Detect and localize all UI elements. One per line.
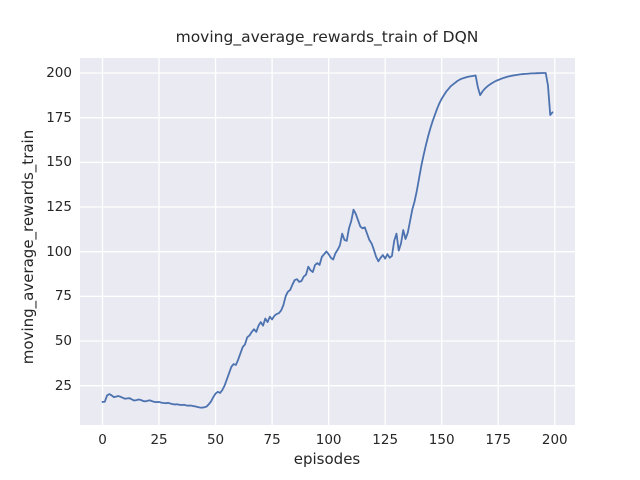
gridlines <box>80 58 575 425</box>
x-tick-label: 150 <box>428 432 455 448</box>
x-tick-label: 25 <box>150 432 168 448</box>
y-tick-label: 100 <box>46 243 72 260</box>
x-tick-label: 175 <box>485 432 512 448</box>
y-tick-label: 175 <box>46 109 72 126</box>
y-tick-label: 150 <box>46 154 72 171</box>
x-tick-label: 200 <box>541 432 568 448</box>
y-tick-label: 200 <box>46 65 72 81</box>
reward-line <box>101 72 554 409</box>
x-tick-label: 50 <box>206 432 225 448</box>
y-tick-label: 50 <box>54 333 72 350</box>
x-tick-label: 100 <box>315 432 342 448</box>
plot-area <box>80 58 575 425</box>
x-tick-label: 75 <box>263 432 281 448</box>
x-tick-label: 125 <box>372 432 399 448</box>
line-plot-svg <box>80 58 575 425</box>
y-tick-label: 25 <box>54 377 72 394</box>
chart-title: moving_average_rewards_train of DQN <box>175 28 479 46</box>
x-tick-label: 0 <box>98 432 107 448</box>
x-axis-label: episodes <box>293 450 361 468</box>
y-tick-label: 125 <box>46 199 72 215</box>
y-tick-label: 75 <box>54 288 72 305</box>
